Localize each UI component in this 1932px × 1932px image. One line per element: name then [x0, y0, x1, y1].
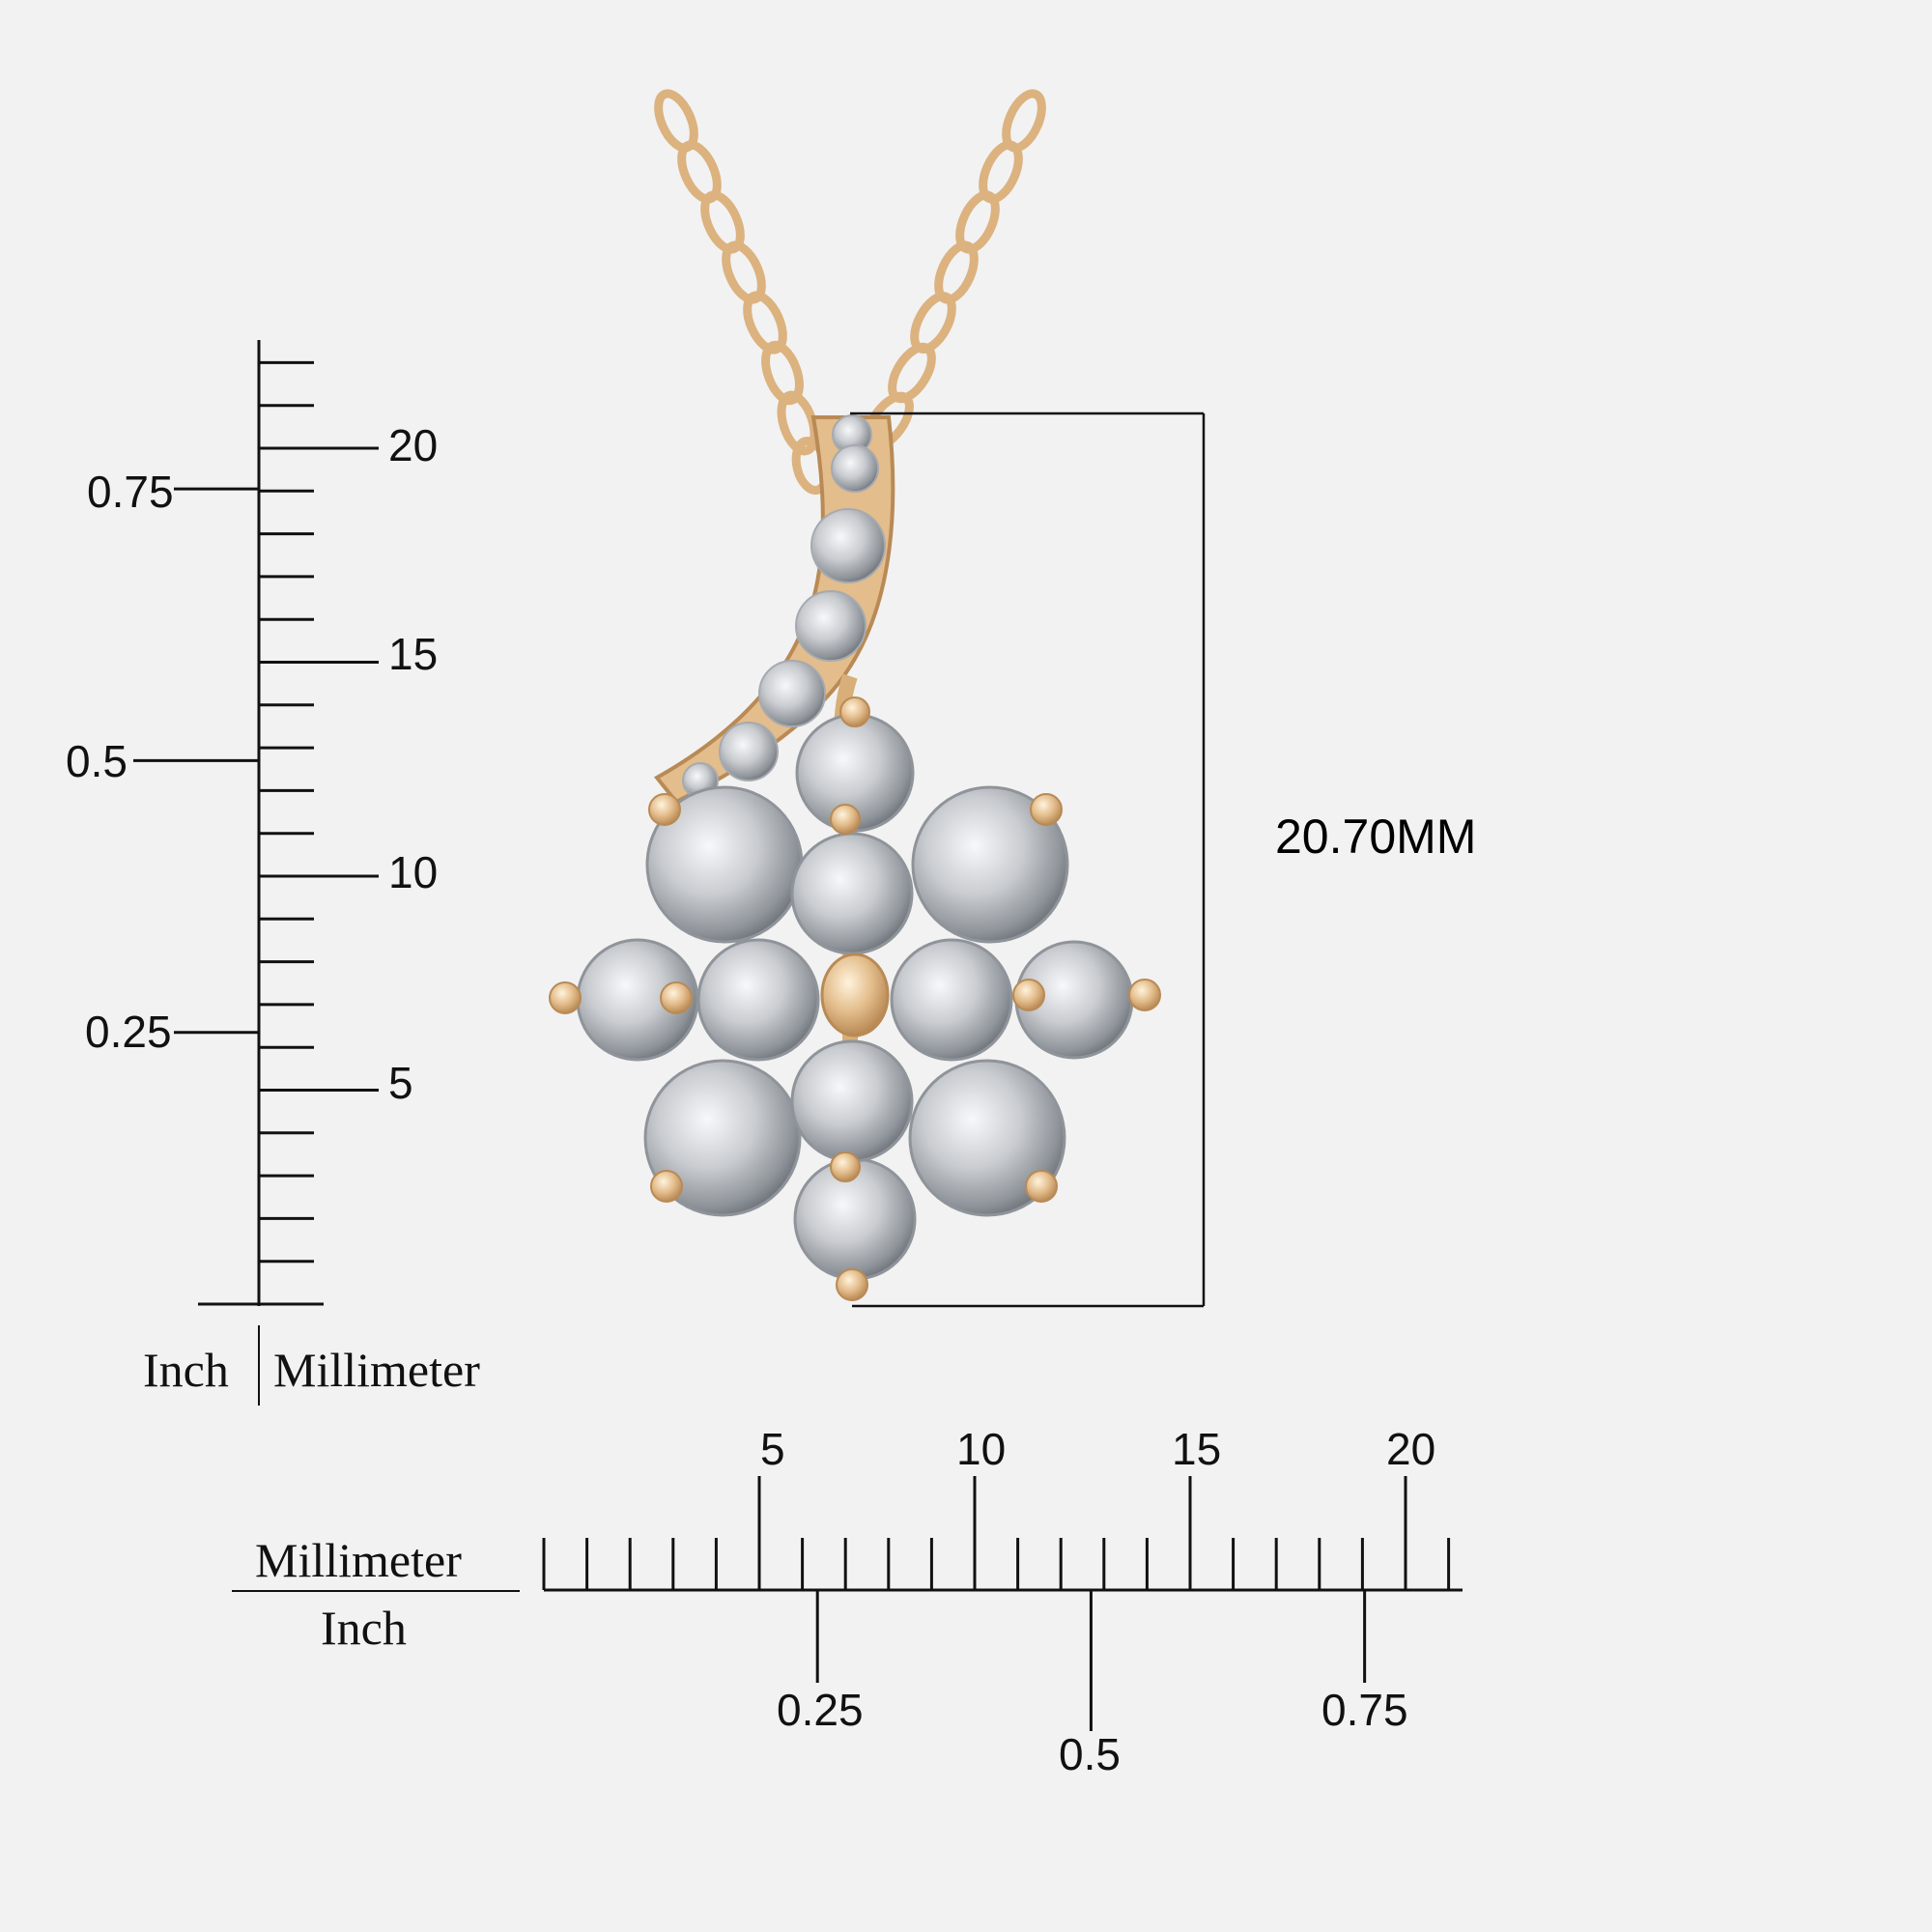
stone-inner-right — [890, 938, 1013, 1062]
h-mm-label-10: 10 — [956, 1424, 1006, 1474]
bail-stone — [758, 660, 826, 727]
v-in-label-075: 0.75 — [87, 467, 174, 517]
prong — [660, 981, 693, 1014]
h-unit-inch: Inch — [321, 1601, 407, 1655]
prong — [1025, 1170, 1058, 1203]
prong — [1012, 979, 1045, 1011]
prongs — [549, 696, 1161, 1301]
chain — [654, 89, 1046, 496]
stone-lower-right — [908, 1059, 1066, 1217]
vertical-inch-ticks — [133, 487, 259, 1035]
horizontal-inch-labels: 0.25 0.5 0.75 — [777, 1685, 1408, 1779]
vertical-mm-ticks — [259, 360, 379, 1264]
horizontal-ruler — [542, 1476, 1463, 1731]
chain-left-strand — [654, 89, 832, 495]
v-unit-inch: Inch — [143, 1343, 229, 1397]
pendant — [549, 414, 1161, 1301]
v-in-label-025: 0.25 — [85, 1007, 172, 1057]
prong — [650, 1170, 683, 1203]
v-mm-label-5: 5 — [388, 1058, 413, 1108]
bail-stone — [831, 444, 879, 493]
prong — [839, 696, 870, 727]
bail-stone — [795, 590, 867, 662]
stone-inner-bottom — [790, 1039, 914, 1163]
stone-inner-left — [696, 938, 820, 1062]
horizontal-ruler-units: Millimeter Inch — [232, 1533, 520, 1655]
bail-stones — [682, 414, 886, 799]
v-mm-label-15: 15 — [388, 629, 438, 679]
h-mm-label-15: 15 — [1172, 1424, 1221, 1474]
bail-stone — [719, 722, 779, 781]
prong — [1030, 793, 1063, 826]
v-unit-mm: Millimeter — [273, 1343, 480, 1397]
v-in-label-05: 0.5 — [66, 736, 128, 786]
v-mm-label-10: 10 — [388, 847, 438, 897]
stone-inner-top — [790, 832, 914, 955]
vertical-mm-labels: 20 15 10 5 — [388, 420, 438, 1108]
dimension-bracket — [850, 412, 1206, 1308]
stone-lower-left — [643, 1059, 802, 1217]
prong — [549, 981, 582, 1014]
dimension-label: 20.70MM — [1275, 810, 1476, 864]
h-in-label-075: 0.75 — [1321, 1685, 1408, 1735]
prong — [830, 804, 861, 835]
prong — [830, 1151, 861, 1182]
prong — [1128, 979, 1161, 1011]
h-mm-label-5: 5 — [760, 1424, 785, 1474]
prong — [648, 793, 681, 826]
h-in-label-05: 0.5 — [1059, 1729, 1121, 1779]
flower-stones — [576, 713, 1134, 1281]
stone-upper-right — [911, 785, 1069, 944]
bail-stone — [810, 508, 886, 583]
prong — [836, 1268, 868, 1301]
vertical-ruler — [133, 340, 379, 1306]
vertical-inch-labels: 0.75 0.5 0.25 — [66, 467, 174, 1057]
horizontal-inch-ticks — [815, 1590, 1367, 1731]
h-in-label-025: 0.25 — [777, 1685, 864, 1735]
h-unit-mm: Millimeter — [255, 1533, 462, 1587]
h-mm-label-20: 20 — [1386, 1424, 1435, 1474]
vertical-ruler-units: Inch Millimeter — [143, 1325, 480, 1406]
center-bead — [820, 952, 890, 1037]
horizontal-mm-labels: 5 10 15 20 — [760, 1424, 1435, 1474]
v-mm-label-20: 20 — [388, 420, 438, 470]
horizontal-mm-ticks — [542, 1476, 1451, 1590]
